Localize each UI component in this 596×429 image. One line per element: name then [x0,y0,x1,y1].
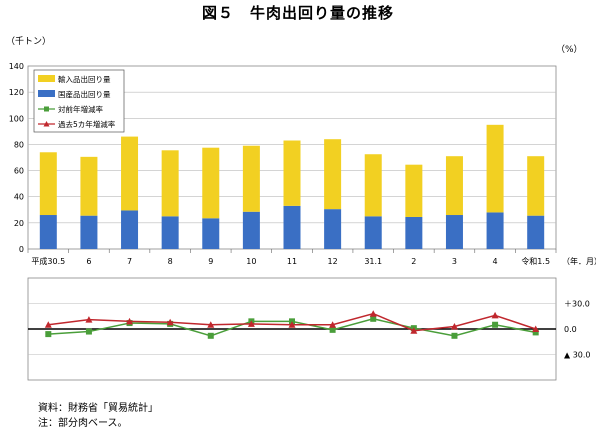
bar-import [202,147,220,219]
footnote: 注：部分肉ベース。 [38,418,128,429]
point-five-year [126,317,134,325]
bar-domestic [39,215,57,249]
bar-import [80,156,98,216]
legend-label: 国産品出回り量 [58,89,111,99]
line-tick-label: 0.0 [564,325,577,334]
source-note: 資料：財務省「貿易統計」 [38,403,158,414]
point-yoy [451,332,458,339]
x-tick-label: 令和1.5 [521,256,550,266]
point-yoy [329,326,336,333]
x-tick-label: 31.1 [364,257,382,266]
point-five-year [450,322,458,330]
point-five-year [329,321,337,328]
x-tick-label: 11 [287,257,297,266]
chart-svg: 0 20 40 60 80 100 120 140 平成30.5 6 7 8 9 10 11 12 31.1 2 3… [9,62,596,381]
bar-domestic [242,211,260,249]
bar-import [161,150,179,217]
x-tick-label: 3 [452,257,457,266]
legend-label: 過去5カ年増減率 [58,119,116,129]
bar-domestic [161,216,179,249]
bar-domestic [486,212,504,249]
x-tick-label: 9 [208,257,213,266]
point-five-year [491,311,499,319]
legend-label: 輸入品出回り量 [58,74,111,84]
line-tick-label: ＋30.0 [564,300,590,309]
x-axis-unit: （年．月） [562,256,596,266]
y-tick-label: 120 [9,88,24,97]
x-tick-label: 8 [168,257,173,266]
x-tick-label: 2 [411,257,416,266]
bar-import [242,145,260,212]
x-tick-label: 12 [328,257,338,266]
bar-import [121,136,139,211]
x-tick-label: 10 [246,257,256,266]
bar-domestic [405,216,423,249]
y-tick-label: 60 [14,167,24,176]
y-tick-label: 0 [19,245,24,254]
point-yoy [207,332,214,339]
x-tick-label: 6 [86,257,91,266]
point-yoy [532,329,539,336]
legend-marker [43,121,50,127]
point-yoy [492,321,499,328]
point-five-year [247,320,255,327]
y-axis-unit-left: （千トン） [6,37,52,47]
point-five-year [44,321,52,328]
legend-marker [44,106,49,112]
point-five-year [532,325,540,332]
bar-domestic [202,218,220,249]
bar-import [283,140,301,206]
bar-domestic [445,215,463,249]
bar-import [445,156,463,216]
line-panel: ＋30.0 0.0 ▲ 30.0 [27,277,591,381]
bar-import [364,154,382,217]
legend-label: 対前年増減率 [58,104,103,114]
bar-domestic [364,216,382,249]
bar-import [527,156,545,216]
chart-title: 図５ 牛肉出回り量の推移 [201,4,394,22]
bar-import [405,164,423,217]
y-tick-label: 80 [14,140,24,149]
line-tick-label: ▲ 30.0 [564,351,591,360]
bar-domestic [527,215,545,249]
bar-import [324,139,342,210]
y-tick-label: 40 [14,193,24,202]
bar-import [486,124,504,213]
point-yoy [85,328,92,335]
x-tick-label: 7 [127,257,132,266]
legend-swatch [38,75,55,82]
x-tick-label: 4 [493,257,498,266]
point-yoy [45,331,52,338]
point-five-year [85,316,93,323]
point-five-year [166,318,174,326]
legend-swatch [38,90,55,97]
bar-domestic [80,215,98,249]
point-five-year [288,321,296,328]
y-tick-label: 100 [9,114,24,123]
bar-domestic [121,210,139,249]
y-tick-label: 140 [9,62,24,71]
bar-domestic [283,205,301,249]
bar-import [39,152,57,216]
point-five-year [369,310,377,317]
bar-domestic [324,209,342,249]
y-tick-label: 20 [14,219,24,228]
point-five-year [410,327,418,334]
point-five-year [207,321,215,328]
point-yoy [370,315,377,322]
x-tick-label: 平成30.5 [31,256,65,266]
y-axis-unit-right: （%） [556,45,583,55]
